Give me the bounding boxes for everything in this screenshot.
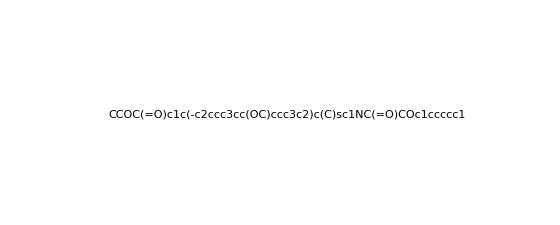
- Text: CCOC(=O)c1c(-c2ccc3cc(OC)ccc3c2)c(C)sc1NC(=O)COc1ccccc1: CCOC(=O)c1c(-c2ccc3cc(OC)ccc3c2)c(C)sc1N…: [108, 109, 466, 119]
